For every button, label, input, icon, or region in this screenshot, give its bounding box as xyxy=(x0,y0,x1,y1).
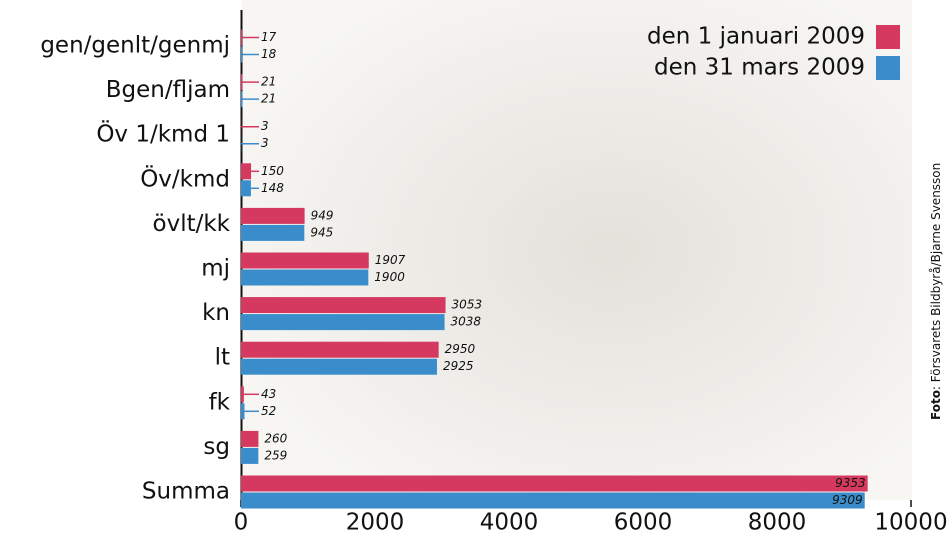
bar xyxy=(241,314,445,330)
bar xyxy=(241,180,251,196)
category-label: sg xyxy=(203,434,230,460)
value-label: 260 xyxy=(264,431,287,445)
category-label: mj xyxy=(201,256,230,282)
category-label: Öv/kmd xyxy=(140,164,230,192)
bar xyxy=(241,30,242,46)
value-label: 17 xyxy=(261,30,277,44)
photo-credit-label: Foto xyxy=(929,390,943,420)
value-label: 18 xyxy=(261,47,277,61)
value-label: 21 xyxy=(261,92,276,106)
bar xyxy=(241,225,304,241)
value-label: 3 xyxy=(261,119,269,133)
x-tick-label: 6000 xyxy=(614,510,673,536)
value-label: 3053 xyxy=(452,298,483,312)
value-label: 949 xyxy=(311,208,334,222)
bar xyxy=(241,91,242,107)
x-tick-label: 8000 xyxy=(748,510,807,536)
category-label: Bgen/fljam xyxy=(106,77,230,103)
value-label: 1907 xyxy=(375,253,406,267)
bar xyxy=(241,253,369,269)
value-label: 945 xyxy=(310,225,333,239)
legend-swatch xyxy=(876,25,900,49)
category-label: övlt/kk xyxy=(153,211,231,237)
legend-swatch xyxy=(876,56,900,80)
bar xyxy=(241,163,251,179)
x-tick-label: 10000 xyxy=(874,510,947,536)
photo-credit: Foto: Försvarets Bildbyrå/Bjarne Svensso… xyxy=(929,163,943,420)
category-label: fk xyxy=(209,389,231,415)
value-label: 150 xyxy=(261,164,284,178)
bar xyxy=(241,359,437,375)
value-label: 2950 xyxy=(445,342,476,356)
bar xyxy=(241,476,868,492)
legend-label: den 1 januari 2009 xyxy=(647,24,865,50)
category-label: gen/genlt/genmj xyxy=(40,33,230,59)
value-label: 3038 xyxy=(451,315,482,329)
category-label: Summa xyxy=(142,479,230,505)
value-label: 52 xyxy=(261,404,276,418)
value-label: 43 xyxy=(261,387,276,401)
x-tick-label: 4000 xyxy=(480,510,539,536)
x-tick-label: 0 xyxy=(234,510,249,536)
bar xyxy=(241,448,258,464)
bar xyxy=(241,74,242,90)
value-label: 9353 xyxy=(835,476,866,490)
value-label: 148 xyxy=(261,181,284,195)
bar xyxy=(241,297,446,313)
bar xyxy=(241,386,244,402)
bar xyxy=(241,403,244,419)
value-label: 259 xyxy=(264,448,287,462)
bar xyxy=(241,270,368,286)
bar xyxy=(241,493,865,509)
value-label: 9309 xyxy=(832,493,863,507)
photo-credit-text: : Försvarets Bildbyrå/Bjarne Svensson xyxy=(929,163,943,390)
bar xyxy=(241,342,439,358)
value-label: 3 xyxy=(261,136,269,150)
category-label: kn xyxy=(202,300,230,326)
value-label: 21 xyxy=(261,75,276,89)
bar xyxy=(241,47,242,63)
chart: Foto: Försvarets Bildbyrå/Bjarne Svensso… xyxy=(0,0,952,537)
legend-label: den 31 mars 2009 xyxy=(654,55,865,81)
bar xyxy=(241,208,305,224)
category-label: lt xyxy=(215,345,230,371)
value-label: 2925 xyxy=(443,359,474,373)
x-tick-label: 2000 xyxy=(346,510,405,536)
category-label: Öv 1/kmd 1 xyxy=(96,120,230,148)
value-label: 1900 xyxy=(374,270,405,284)
bar xyxy=(241,431,258,447)
